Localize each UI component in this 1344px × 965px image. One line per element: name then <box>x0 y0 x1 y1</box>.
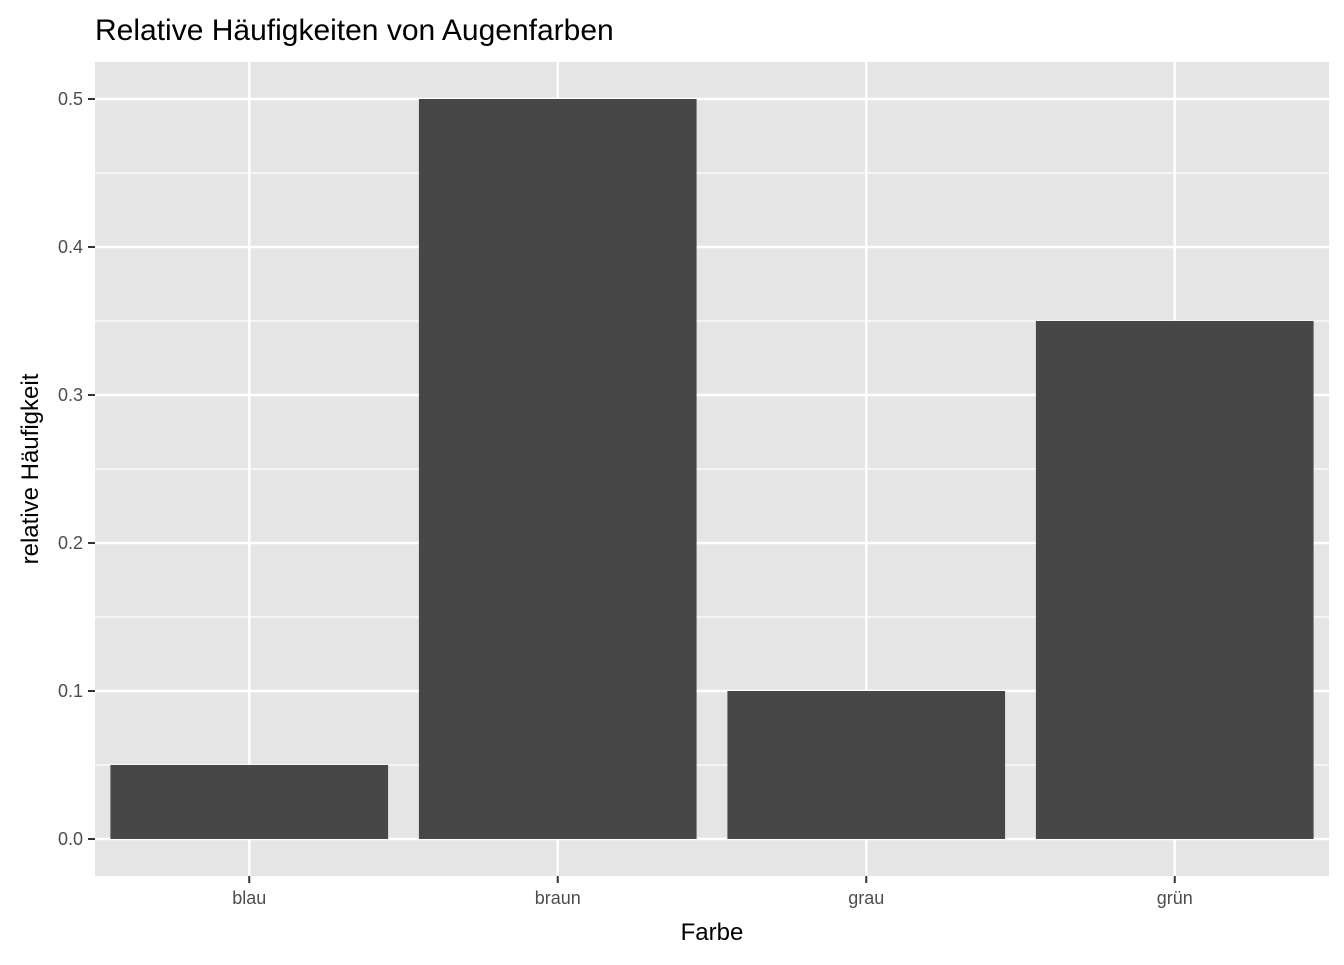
y-axis-label: relative Häufigkeit <box>17 373 44 564</box>
x-tick-label: grau <box>848 888 884 908</box>
bar-grau <box>727 691 1006 839</box>
y-tick-label: 0.4 <box>58 237 83 257</box>
chart-title: Relative Häufigkeiten von Augenfarben <box>95 14 614 47</box>
x-tick-label: braun <box>535 888 581 908</box>
x-tick-label: grün <box>1157 888 1193 908</box>
bar-blau <box>110 765 389 839</box>
y-tick-label: 0.3 <box>58 385 83 405</box>
x-tick-label: blau <box>232 888 266 908</box>
y-tick-label: 0.1 <box>58 681 83 701</box>
x-axis-label: Farbe <box>681 919 744 946</box>
y-tick-label: 0.5 <box>58 89 83 109</box>
y-tick-label: 0.2 <box>58 533 83 553</box>
bars <box>110 99 1314 839</box>
axes: 0.0 0.1 0.2 0.3 0.4 0.5 blau braun grau grün <box>58 89 1193 908</box>
bar-braun <box>418 99 697 839</box>
bar-grün <box>1035 321 1314 839</box>
y-tick-label: 0.0 <box>58 829 83 849</box>
